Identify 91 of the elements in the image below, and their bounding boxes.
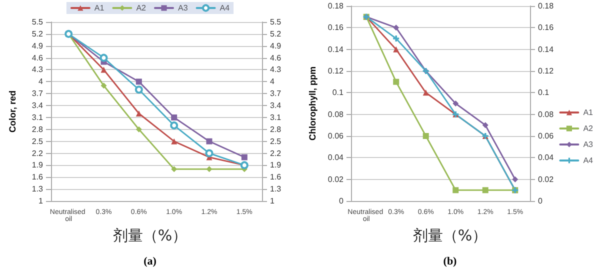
legend-label: A4 (583, 156, 594, 165)
point (206, 166, 212, 172)
point (205, 149, 214, 158)
point (393, 24, 400, 31)
x-axis-title: 剂量（%） (112, 226, 188, 244)
y2-tick-label: 2.2 (270, 148, 282, 158)
y2-tick-label: 4 (270, 77, 275, 86)
y2-tick-label: 1.3 (270, 184, 282, 194)
point (452, 100, 459, 106)
point (136, 110, 142, 116)
y2-tick-label: 1.9 (270, 160, 282, 170)
y-tick-label: 1.6 (32, 172, 44, 182)
y-tick-label: 0.1 (332, 88, 344, 98)
legend-label: A3 (583, 140, 594, 149)
y-tick-label: 3.1 (32, 112, 44, 122)
y-tick-label: 0.02 (328, 174, 344, 184)
point (170, 121, 178, 130)
point (452, 187, 459, 194)
y2-tick-label: 3.1 (270, 112, 282, 122)
y-tick-label: 0.04 (328, 153, 344, 162)
y2-tick-label: 4.9 (270, 41, 282, 50)
y-tick-label: 0.16 (328, 23, 344, 32)
y2-tick-label: 4.6 (270, 53, 282, 62)
y2-tick-label: 0.1 (538, 88, 550, 98)
y2-tick-label: 0 (538, 196, 543, 206)
point (136, 78, 142, 85)
y-tick-label: 4 (38, 77, 44, 86)
point (134, 86, 143, 94)
y2-tick-label: 1.6 (270, 172, 282, 182)
y-tick-label: 1.3 (32, 184, 44, 194)
point (393, 36, 400, 42)
text: (a) (144, 256, 157, 268)
y-tick-label: 2.8 (32, 124, 44, 134)
y-tick-label: 4.6 (32, 53, 44, 62)
y-tick-label: 4.9 (32, 41, 44, 50)
point (422, 133, 429, 139)
point (482, 187, 488, 194)
y-tick-label: 1.9 (32, 160, 44, 170)
legend-label: A1 (94, 4, 105, 12)
y2-tick-label: 0.12 (538, 66, 554, 76)
point (100, 66, 107, 73)
y2-tick-label: 2.5 (270, 136, 282, 146)
text: (b) (443, 256, 458, 268)
y-tick-label: 0.08 (328, 110, 344, 119)
y2-tick-label: 5.5 (270, 18, 282, 26)
legend-label: A3 (178, 4, 188, 12)
y-tick-label: 0.06 (328, 132, 344, 140)
y-axis-title: Color, red (8, 90, 18, 133)
y2-tick-label: 0.18 (538, 2, 554, 10)
point (512, 176, 518, 182)
y2-tick-label: 2.8 (270, 124, 282, 134)
y-tick-label: 3.7 (32, 89, 44, 98)
point (206, 138, 212, 144)
point (171, 138, 178, 144)
y-tick-label: 0 (339, 196, 344, 206)
y2-tick-label: 0.16 (538, 23, 554, 32)
y-tick-label: 4.3 (32, 65, 44, 74)
y-tick-label: 0.12 (328, 66, 344, 76)
y-tick-label: 3.4 (32, 101, 44, 110)
point (136, 126, 142, 132)
point (393, 46, 400, 52)
legend-label: A1 (583, 108, 594, 117)
y-tick-label: 2.5 (32, 136, 44, 146)
y2-tick-label: 3.4 (270, 101, 282, 110)
point (171, 114, 178, 120)
y-tick-label: 1 (38, 196, 44, 206)
y-tick-label: 5.2 (32, 29, 44, 38)
point (482, 122, 488, 128)
legend-label: A2 (136, 4, 147, 12)
legend-label: A4 (220, 4, 230, 12)
y2-tick-label: 4.3 (270, 65, 282, 74)
y-tick-label: 5.5 (32, 18, 44, 26)
y2-tick-label: 5.2 (270, 29, 282, 38)
point (100, 82, 107, 89)
y2-tick-label: 0.14 (538, 44, 554, 54)
y-tick-label: 2.2 (32, 148, 44, 158)
legend-label: A2 (583, 124, 594, 133)
point (241, 154, 248, 160)
x-axis-title: 剂量（%） (412, 226, 488, 244)
y-tick-label: 0.18 (328, 2, 344, 10)
y2-tick-label: 1 (270, 196, 275, 206)
y-axis-title: Chlorophyll, ppm (308, 66, 318, 140)
y2-tick-label: 0.04 (538, 153, 554, 162)
y2-tick-label: 0.06 (538, 132, 554, 140)
y2-tick-label: 0.02 (538, 174, 554, 184)
point (422, 90, 429, 96)
point (100, 54, 108, 62)
y-tick-label: 0.14 (328, 44, 344, 54)
y2-tick-label: 0.08 (538, 110, 554, 119)
point (393, 78, 400, 85)
y2-tick-label: 3.7 (270, 89, 282, 98)
